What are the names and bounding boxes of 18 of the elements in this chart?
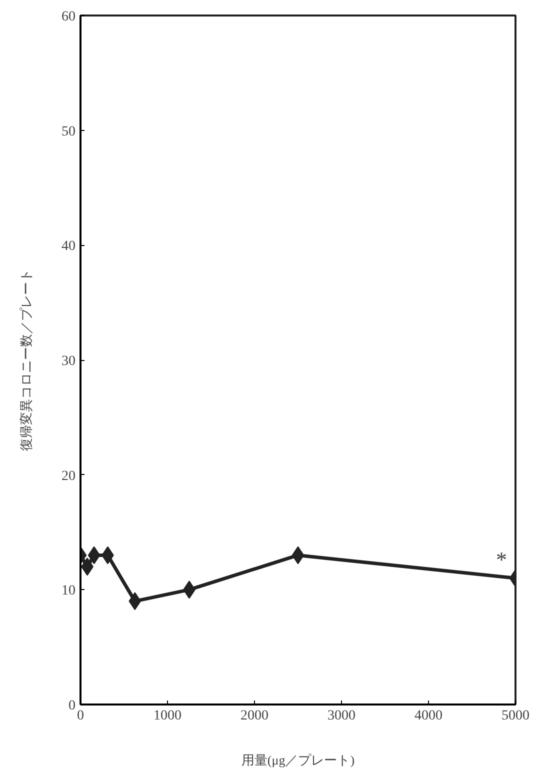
y-tick-label: 10 (62, 584, 76, 599)
y-tick-label: 30 (62, 354, 76, 369)
y-tick-label: 60 (62, 10, 76, 24)
annotation: * (496, 547, 507, 572)
y-tick-label: 40 (62, 239, 76, 254)
y-tick-label: 50 (62, 124, 76, 140)
point (128, 592, 142, 610)
x-tick-label: 1000 (154, 708, 182, 724)
x-tick-label: 3000 (328, 708, 356, 724)
y-tick-label: 20 (62, 468, 76, 484)
x-axis-title: 用量(μg／プレート) (241, 752, 355, 768)
x-tick-label: 4000 (414, 708, 442, 724)
point (88, 546, 100, 564)
y-axis-title: 復帰変異コロニー数／プレート (18, 269, 34, 451)
y-tick-label: 0 (68, 698, 76, 714)
point (292, 546, 304, 564)
x-tick-label: 5000 (502, 708, 530, 724)
x-tick-label: 2000 (240, 708, 268, 724)
